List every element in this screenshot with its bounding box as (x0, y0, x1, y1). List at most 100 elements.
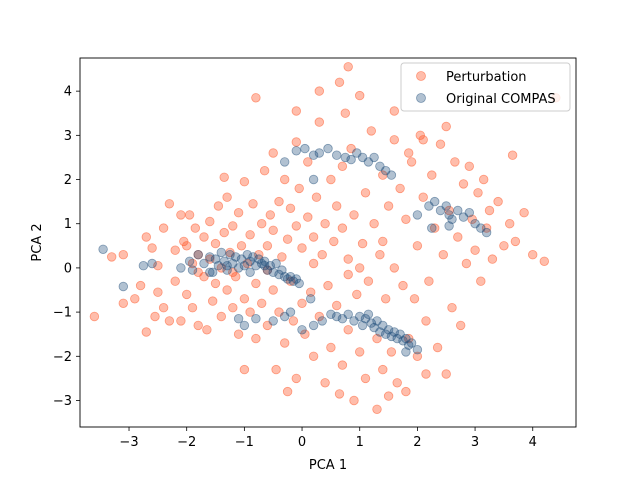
perturbation-point-17 (176, 210, 186, 220)
perturbation-point-70 (280, 338, 290, 348)
original-compas-point-10 (207, 267, 218, 278)
original-compas-point-49 (332, 311, 342, 322)
perturbation-point-108 (355, 90, 365, 101)
perturbation-point-114 (366, 126, 377, 136)
perturbation-point-0 (89, 311, 100, 322)
perturbation-point-106 (349, 210, 359, 220)
perturbation-point-74 (288, 316, 299, 326)
perturbation-point-124 (389, 135, 400, 145)
perturbation-point-185 (239, 364, 250, 375)
perturbation-point-189 (421, 369, 431, 379)
original-compas-point-102 (481, 227, 492, 238)
original-compas-point-104 (427, 223, 437, 233)
original-compas-point-105 (239, 320, 250, 331)
original-compas-point-7 (193, 249, 203, 260)
original-compas-point-80 (340, 152, 351, 163)
original-compas-point-78 (323, 143, 333, 154)
plot-area-frame (79, 57, 577, 428)
perturbation-point-89 (317, 249, 327, 260)
perturbation-point-150 (456, 320, 466, 331)
x-tick-label: 3 (471, 435, 479, 450)
perturbation-point-39 (222, 285, 232, 295)
original-compas-point-109 (259, 261, 270, 271)
perturbation-point-121 (381, 294, 391, 304)
original-compas-point-18 (230, 252, 241, 262)
x-tick-label: 4 (529, 435, 537, 450)
perturbation-point-68 (277, 252, 287, 262)
legend-marker-perturbation (416, 71, 426, 81)
perturbation-point-162 (493, 196, 503, 207)
original-compas-point-48 (326, 309, 336, 320)
original-compas-point-57 (366, 318, 377, 328)
perturbation-point-122 (383, 201, 394, 211)
perturbation-point-15 (170, 245, 180, 255)
perturbation-point-64 (268, 225, 278, 236)
perturbation-point-129 (401, 386, 411, 397)
y-tick-label: 1 (64, 217, 72, 232)
perturbation-point-88 (314, 117, 325, 127)
perturbation-point-14 (164, 199, 175, 209)
original-compas-point-4 (176, 263, 186, 273)
x-tick-label: 2 (413, 435, 421, 450)
perturbation-point-163 (499, 241, 509, 251)
original-compas-point-6 (187, 265, 198, 275)
perturbation-point-193 (308, 258, 319, 269)
perturbation-point-187 (334, 389, 345, 399)
perturbation-point-178 (404, 148, 414, 158)
perturbation-point-183 (179, 236, 189, 247)
original-compas-point-72 (412, 345, 423, 355)
perturbation-point-101 (340, 108, 351, 118)
perturbation-point-23 (187, 303, 198, 313)
perturbation-point-47 (236, 241, 247, 251)
original-compas-point-8 (199, 258, 209, 269)
original-compas-point-24 (248, 252, 258, 262)
perturbation-point-90 (320, 378, 330, 388)
perturbation-point-141 (430, 223, 440, 233)
original-compas-point-94 (441, 201, 451, 211)
perturbation-point-75 (291, 221, 302, 231)
legend-box (400, 62, 571, 112)
original-compas-point-88 (386, 170, 397, 180)
original-compas-point-32 (271, 258, 281, 269)
legend-label-perturbation: Perturbation (446, 70, 527, 85)
perturbation-point-99 (337, 360, 348, 370)
perturbation-point-161 (487, 254, 498, 264)
perturbation-point-62 (265, 210, 276, 220)
original-compas-point-0 (98, 244, 108, 255)
perturbation-point-97 (332, 300, 342, 311)
x-axis-label: PCA 1 (309, 458, 347, 473)
perturbation-point-9 (153, 287, 163, 297)
original-compas-point-110 (222, 261, 232, 271)
original-compas-point-51 (343, 309, 353, 320)
perturbation-point-59 (259, 165, 270, 176)
perturbation-point-12 (158, 223, 169, 233)
perturbation-point-144 (438, 249, 449, 260)
perturbation-point-32 (207, 296, 218, 306)
perturbation-point-111 (360, 188, 371, 198)
y-tick-label: 2 (64, 173, 72, 188)
perturbation-point-169 (539, 256, 550, 267)
perturbation-point-24 (190, 223, 201, 233)
perturbation-point-179 (268, 148, 278, 158)
perturbation-point-54 (251, 278, 261, 289)
original-compas-point-42 (251, 314, 261, 324)
y-tick-label: 0 (64, 261, 72, 276)
perturbation-point-92 (323, 280, 333, 291)
perturbation-point-153 (464, 161, 475, 172)
perturbation-point-79 (297, 243, 307, 253)
x-tick-label: −3 (119, 435, 138, 450)
perturbation-point-49 (239, 176, 250, 187)
perturbation-point-177 (418, 135, 428, 145)
original-compas-point-106 (285, 307, 296, 317)
original-compas-point-103 (444, 221, 454, 231)
perturbation-point-134 (412, 241, 423, 251)
perturbation-point-6 (141, 327, 152, 337)
perturbation-point-149 (453, 232, 463, 242)
perturbation-point-175 (291, 106, 302, 116)
perturbation-point-5 (135, 280, 146, 291)
original-compas-point-2 (138, 261, 149, 271)
perturbation-point-4 (130, 294, 140, 304)
perturbation-point-7 (141, 232, 152, 242)
original-compas-point-81 (346, 154, 356, 165)
